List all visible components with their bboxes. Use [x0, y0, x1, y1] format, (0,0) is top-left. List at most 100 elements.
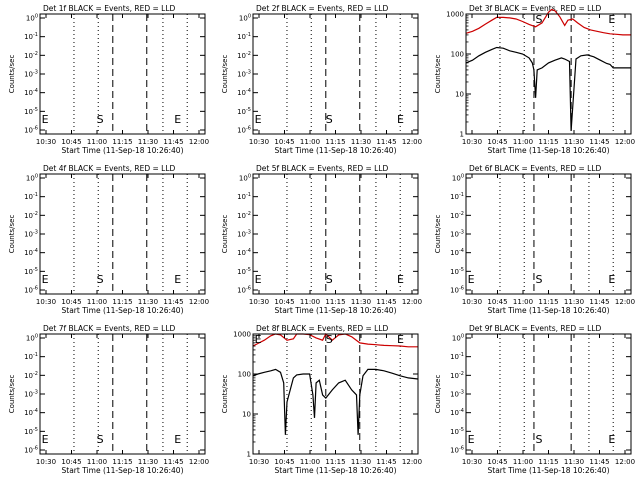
x-tick-label: 11:30 — [351, 138, 371, 146]
x-axis-label: Start Time (11-Sep-18 10:26:40) — [275, 466, 397, 475]
marker-e: E — [468, 273, 475, 286]
marker-s: S — [536, 13, 543, 26]
x-tick-label: 11:45 — [589, 298, 609, 306]
x-tick-label: 11:45 — [163, 458, 183, 466]
marker-e: E — [174, 433, 181, 446]
y-axis-label: Counts/sec — [221, 375, 229, 414]
detector-panel-5: Det 5f BLACK = Events, RED = LLD 10:30 10:… — [221, 164, 422, 315]
x-tick-label: 10:45 — [487, 298, 507, 306]
y-tick-label: 100 — [239, 174, 251, 183]
x-tick-label: 11:00 — [300, 298, 320, 306]
marker-s: S — [536, 433, 543, 446]
marker-s: S — [326, 333, 333, 346]
y-tick-label: 10 — [242, 411, 251, 419]
y-tick-label: 10-3 — [450, 230, 464, 239]
plot-frame — [252, 333, 419, 455]
y-axis-label: Counts/sec — [434, 375, 442, 414]
y-tick-label: 10-4 — [450, 248, 464, 257]
marker-e: E — [42, 113, 49, 126]
y-tick-label: 10-5 — [237, 267, 251, 276]
panel-title: Det 2f BLACK = Events, RED = LLD — [256, 4, 389, 13]
y-tick-label: 1 — [247, 451, 251, 459]
x-tick-label: 11:00 — [87, 298, 107, 306]
plot-frame — [252, 13, 419, 135]
y-axis-label: Counts/sec — [8, 215, 16, 254]
y-tick-label: 100 — [26, 14, 38, 23]
x-axis-label: Start Time (11-Sep-18 10:26:40) — [488, 146, 610, 155]
x-tick-label: 11:15 — [325, 298, 345, 306]
x-tick-label: 10:30 — [462, 298, 482, 306]
y-tick-label: 100 — [451, 51, 464, 59]
x-tick-label: 11:30 — [138, 138, 158, 146]
marker-e: E — [608, 433, 615, 446]
y-tick-label: 10-5 — [24, 107, 38, 116]
y-tick-label: 10-6 — [24, 446, 38, 455]
x-tick-label: 12:00 — [402, 458, 422, 466]
marker-s: S — [326, 273, 333, 286]
y-tick-label: 10-5 — [450, 267, 464, 276]
marker-e: E — [608, 13, 615, 26]
y-tick-label: 10-5 — [450, 427, 464, 436]
x-tick-label: 10:30 — [249, 298, 269, 306]
detector-panel-8: Det 8f BLACK = Events, RED = LLD 10:30 10:… — [221, 324, 422, 475]
marker-s: S — [326, 113, 333, 126]
x-tick-label: 12:00 — [615, 298, 635, 306]
y-tick-label: 10-5 — [24, 267, 38, 276]
events-series-line — [465, 46, 631, 131]
lld-series-line — [465, 8, 631, 36]
x-tick-label: 10:45 — [61, 458, 81, 466]
detector-panel-6: Det 6f BLACK = Events, RED = LLD 10:30 10:… — [434, 164, 635, 315]
x-tick-label: 11:00 — [87, 138, 107, 146]
x-tick-label: 12:00 — [189, 298, 209, 306]
x-axis-label: Start Time (11-Sep-18 10:26:40) — [275, 306, 397, 315]
detector-panel-1: Det 1f BLACK = Events, RED = LLD 10:30 10:… — [8, 4, 209, 155]
x-tick-label: 11:30 — [351, 298, 371, 306]
x-tick-label: 10:45 — [274, 138, 294, 146]
x-tick-label: 11:45 — [589, 138, 609, 146]
marker-s: S — [536, 273, 543, 286]
y-tick-label: 10-4 — [237, 248, 251, 257]
x-tick-label: 10:30 — [249, 458, 269, 466]
panel-title: Det 3f BLACK = Events, RED = LLD — [469, 4, 602, 13]
x-tick-label: 11:15 — [538, 298, 558, 306]
x-axis-label: Start Time (11-Sep-18 10:26:40) — [62, 306, 184, 315]
y-tick-label: 1000 — [233, 331, 251, 339]
y-tick-label: 10-1 — [24, 352, 38, 361]
events-series-line — [252, 368, 419, 435]
x-tick-label: 11:00 — [87, 458, 107, 466]
y-axis-label: Counts/sec — [221, 215, 229, 254]
y-tick-label: 10-6 — [450, 446, 464, 455]
x-tick-label: 10:45 — [487, 458, 507, 466]
y-axis-label: Counts/sec — [221, 55, 229, 94]
y-tick-label: 10 — [455, 91, 464, 99]
y-axis-label: Counts/sec — [8, 55, 16, 94]
marker-e: E — [397, 333, 404, 346]
x-tick-label: 10:30 — [36, 298, 56, 306]
x-tick-label: 11:00 — [300, 458, 320, 466]
x-tick-label: 11:45 — [376, 298, 396, 306]
detector-panel-2: Det 2f BLACK = Events, RED = LLD 10:30 10:… — [221, 4, 422, 155]
x-tick-label: 11:15 — [112, 458, 132, 466]
x-tick-label: 12:00 — [189, 138, 209, 146]
y-tick-label: 10-6 — [237, 126, 251, 135]
x-tick-label: 10:45 — [61, 298, 81, 306]
detector-panel-7: Det 7f BLACK = Events, RED = LLD 10:30 10:… — [8, 324, 209, 475]
panel-title: Det 8f BLACK = Events, RED = LLD — [256, 324, 389, 333]
x-tick-label: 11:15 — [112, 298, 132, 306]
y-tick-label: 100 — [238, 371, 251, 379]
y-tick-label: 100 — [452, 334, 464, 343]
y-tick-label: 10-1 — [24, 32, 38, 41]
x-axis-label: Start Time (11-Sep-18 10:26:40) — [488, 466, 610, 475]
marker-e: E — [397, 273, 404, 286]
y-tick-label: 100 — [452, 174, 464, 183]
marker-e: E — [255, 333, 262, 346]
y-tick-label: 10-5 — [237, 107, 251, 116]
marker-s: S — [97, 433, 104, 446]
x-tick-label: 10:30 — [462, 458, 482, 466]
marker-e: E — [42, 273, 49, 286]
y-tick-label: 100 — [26, 334, 38, 343]
y-tick-label: 10-4 — [24, 248, 38, 257]
y-tick-label: 10-1 — [450, 352, 464, 361]
x-axis-label: Start Time (11-Sep-18 10:26:40) — [488, 306, 610, 315]
